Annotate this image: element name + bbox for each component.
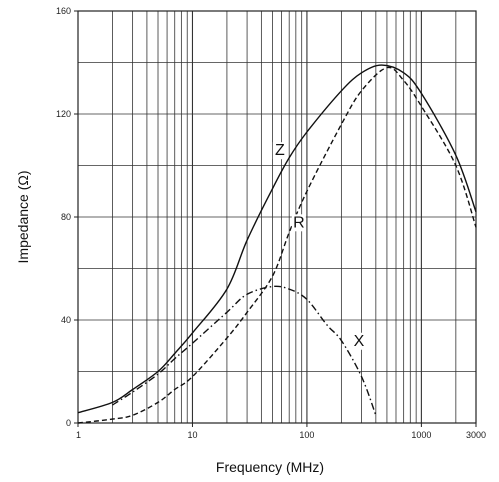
x-tick-label: 1000 <box>411 430 431 440</box>
y-tick-label: 80 <box>61 212 71 222</box>
x-tick-label: 1 <box>76 430 81 440</box>
y-tick-label: 0 <box>66 418 71 428</box>
x-tick-label: 10 <box>187 430 197 440</box>
chart-series <box>77 64 477 424</box>
curve-label-background <box>272 142 287 160</box>
x-axis-title: Frequency (MHz) <box>216 459 324 475</box>
x-tick-label: 3000 <box>466 430 486 440</box>
curve-label-background <box>291 214 306 232</box>
curve-label-x: X <box>354 333 365 350</box>
y-tick-label: 40 <box>61 315 71 325</box>
curve-label-r: R <box>293 214 305 231</box>
series-line-x <box>112 285 377 416</box>
y-tick-label: 120 <box>56 109 71 119</box>
axis-ticks: 0 40 80 120 160 1 10 100 1000 3000 <box>56 6 486 440</box>
curve-label-z: Z <box>275 142 285 159</box>
x-tick-label: 100 <box>299 430 314 440</box>
series-line-r <box>77 66 477 424</box>
curve-label-background <box>351 332 366 350</box>
y-tick-label: 160 <box>56 6 71 16</box>
series-line-z <box>77 64 477 414</box>
chart-annotations: Z R X <box>272 142 366 350</box>
chart-grid <box>78 11 476 423</box>
y-axis-title: Impedance (Ω) <box>15 171 31 264</box>
